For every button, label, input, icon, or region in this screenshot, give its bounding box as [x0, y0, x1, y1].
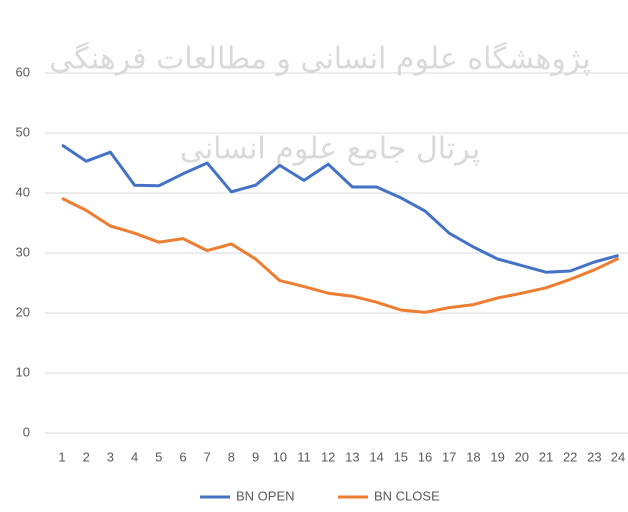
- x-tick-label: 12: [321, 449, 335, 464]
- x-tick-label: 5: [155, 449, 162, 464]
- legend-label: BN CLOSE: [374, 488, 440, 503]
- x-tick-label: 16: [418, 449, 432, 464]
- y-tick-label: 30: [16, 244, 30, 259]
- x-tick-label: 7: [204, 449, 211, 464]
- x-tick-label: 14: [369, 449, 383, 464]
- y-tick-label: 20: [16, 304, 30, 319]
- watermark: پژوهشگاه علوم انسانی و مطالعات فرهنگی: [49, 42, 591, 77]
- x-tick-label: 3: [107, 449, 114, 464]
- y-tick-label: 0: [23, 424, 30, 439]
- x-tick-label: 15: [394, 449, 408, 464]
- x-tick-label: 8: [228, 449, 235, 464]
- x-tick-label: 4: [131, 449, 138, 464]
- x-tick-label: 1: [58, 449, 65, 464]
- x-tick-label: 21: [539, 449, 553, 464]
- x-tick-label: 19: [490, 449, 504, 464]
- line-series: [61, 143, 619, 274]
- line-series: [61, 197, 620, 314]
- y-tick-label: 50: [16, 124, 30, 139]
- watermark: پرتال جامع علوم انسانی: [180, 132, 480, 167]
- x-tick-label: 9: [252, 449, 259, 464]
- legend-label: BN OPEN: [236, 488, 295, 503]
- x-tick-label: 17: [442, 449, 456, 464]
- x-tick-label: 24: [611, 449, 625, 464]
- x-tick-label: 20: [515, 449, 529, 464]
- x-tick-label: 10: [273, 449, 287, 464]
- x-tick-label: 6: [179, 449, 186, 464]
- x-tick-label: 2: [83, 449, 90, 464]
- y-tick-label: 10: [16, 364, 30, 379]
- x-tick-label: 18: [466, 449, 480, 464]
- x-tick-label: 11: [297, 449, 311, 464]
- y-tick-label: 40: [16, 184, 30, 199]
- x-tick-label: 23: [587, 449, 601, 464]
- x-tick-label: 22: [563, 449, 577, 464]
- y-tick-label: 60: [16, 64, 30, 79]
- x-tick-label: 13: [345, 449, 359, 464]
